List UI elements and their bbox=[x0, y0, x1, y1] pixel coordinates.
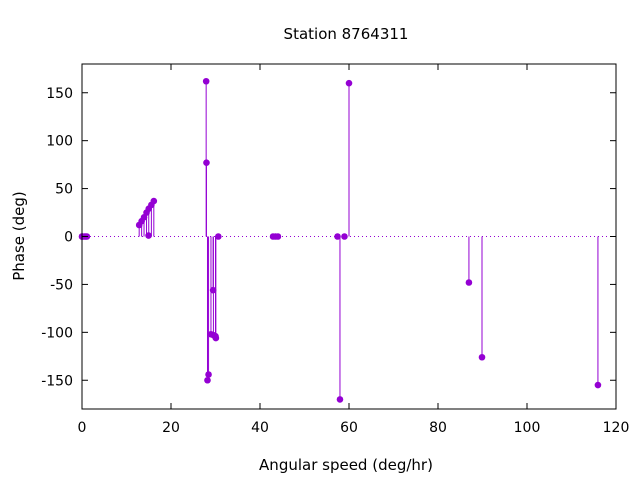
x-axis-ticks: 0 20 40 60 80 100 120 bbox=[78, 64, 630, 436]
data-point bbox=[334, 233, 341, 240]
data-point bbox=[212, 334, 220, 342]
data-point bbox=[209, 286, 217, 294]
data-point bbox=[341, 233, 348, 240]
y-tick-label: -50 bbox=[50, 277, 73, 293]
data-point bbox=[274, 233, 282, 240]
y-tick-label: 50 bbox=[55, 182, 73, 198]
x-tick-label: 0 bbox=[78, 420, 87, 436]
x-tick-label: 40 bbox=[251, 420, 269, 436]
data-point bbox=[202, 77, 210, 85]
x-tick-label: 120 bbox=[603, 420, 630, 436]
chart-title: Station 8764311 bbox=[284, 25, 409, 43]
y-axis-ticks: -150 -100 -50 0 50 100 150 bbox=[41, 86, 616, 389]
y-axis-label: Phase (deg) bbox=[10, 191, 28, 281]
data-point bbox=[345, 79, 353, 87]
data-point bbox=[478, 353, 486, 361]
impulse-layer bbox=[138, 81, 599, 400]
data-point bbox=[465, 279, 473, 286]
y-tick-label: 150 bbox=[46, 86, 73, 102]
x-tick-label: 100 bbox=[514, 420, 541, 436]
x-tick-label: 60 bbox=[340, 420, 358, 436]
data-point bbox=[204, 376, 211, 384]
x-axis-label: Angular speed (deg/hr) bbox=[259, 456, 433, 474]
y-tick-label: 0 bbox=[64, 230, 73, 246]
data-point bbox=[594, 381, 602, 389]
data-point bbox=[203, 159, 210, 167]
data-point bbox=[336, 396, 344, 403]
y-tick-label: -100 bbox=[41, 325, 73, 341]
data-point bbox=[215, 233, 222, 240]
data-point bbox=[150, 197, 158, 205]
x-tick-label: 20 bbox=[162, 420, 180, 436]
data-point bbox=[205, 371, 212, 378]
data-point bbox=[145, 232, 152, 239]
y-tick-label: 100 bbox=[46, 134, 73, 150]
y-tick-label: -150 bbox=[41, 373, 73, 389]
x-tick-label: 80 bbox=[429, 420, 447, 436]
